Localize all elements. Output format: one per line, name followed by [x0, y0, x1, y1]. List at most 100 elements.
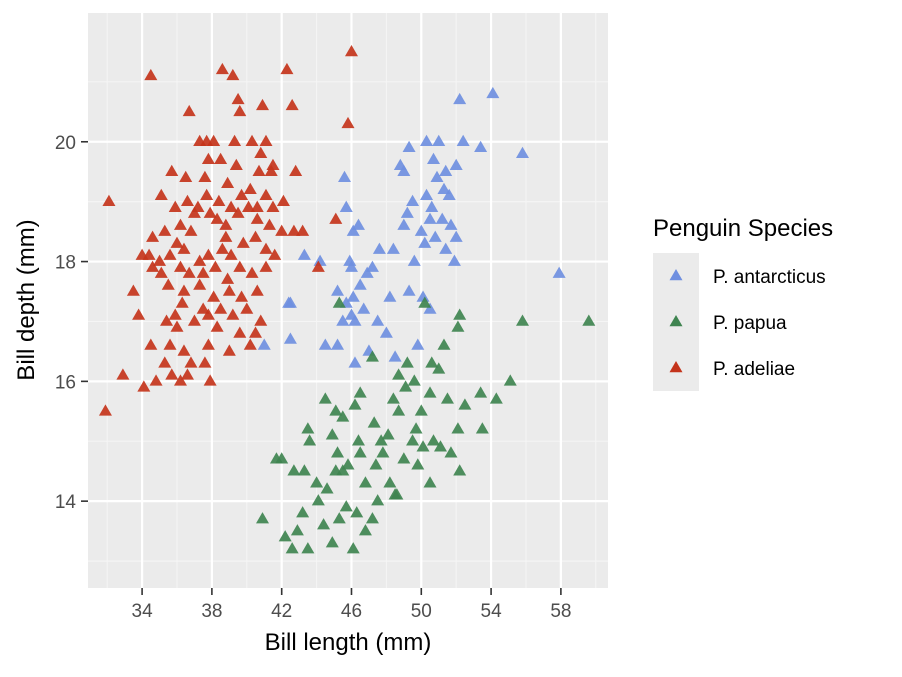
data-point [451, 320, 465, 332]
data-point [158, 224, 172, 236]
x-tick-label: 42 [271, 601, 292, 622]
data-point [285, 98, 299, 111]
data-point [203, 206, 217, 218]
data-point [336, 410, 350, 422]
data-point [341, 116, 355, 129]
data-point [200, 188, 214, 200]
data-point [444, 218, 458, 230]
data-point [449, 230, 463, 242]
data-point [358, 476, 372, 488]
data-point [444, 446, 458, 458]
data-point [184, 224, 198, 236]
data-point [388, 350, 402, 362]
data-point [242, 200, 256, 212]
data-point [153, 254, 167, 266]
data-point [266, 200, 280, 212]
x-axis-ticks: 34 38 42 46 50 54 58 [132, 588, 571, 622]
data-point [339, 500, 353, 512]
data-point [231, 92, 245, 105]
data-point [179, 170, 193, 182]
data-point [371, 314, 385, 326]
data-point [182, 104, 196, 117]
data-point [276, 194, 290, 206]
data-point [341, 458, 355, 470]
data-point [397, 164, 411, 177]
data-point [453, 308, 467, 320]
data-point [489, 392, 503, 404]
data-point [414, 224, 428, 236]
data-point [372, 242, 386, 254]
data-point [402, 140, 416, 153]
data-point [437, 338, 451, 350]
data-point [226, 308, 240, 320]
data-point [177, 344, 191, 356]
data-point [146, 260, 160, 272]
series-p-antarcticus [257, 86, 566, 368]
data-point [386, 242, 400, 254]
data-point [371, 494, 385, 506]
legend-key-triangle [669, 315, 683, 327]
data-point [339, 200, 353, 212]
data-point [486, 86, 500, 99]
data-point [374, 434, 388, 446]
data-point [425, 356, 439, 368]
data-point [425, 200, 439, 212]
data-point [144, 338, 158, 350]
data-point [207, 134, 221, 147]
data-point [346, 290, 360, 302]
data-point [414, 404, 428, 416]
data-point [409, 422, 423, 434]
data-point [269, 452, 283, 464]
data-point [259, 134, 273, 147]
data-point [453, 464, 467, 476]
data-point [437, 182, 451, 194]
data-point [154, 266, 168, 278]
data-point [351, 434, 365, 446]
data-point [369, 458, 383, 470]
data-point [301, 422, 315, 434]
data-point [515, 314, 529, 326]
data-point [297, 464, 311, 476]
data-point [182, 266, 196, 278]
data-point [287, 464, 301, 476]
data-point [187, 314, 201, 326]
data-point [249, 326, 263, 338]
data-point [423, 302, 437, 314]
data-point [126, 284, 140, 296]
data-point [254, 314, 268, 326]
data-point [210, 212, 224, 224]
data-point [430, 170, 444, 182]
data-point [289, 164, 303, 177]
data-point [201, 338, 215, 350]
data-point [221, 272, 235, 284]
data-point [165, 368, 179, 380]
data-point [161, 278, 175, 290]
data-point [325, 536, 339, 548]
series-p-papua [255, 296, 596, 554]
x-axis-title: Bill length (mm) [265, 629, 432, 656]
data-point [320, 482, 334, 494]
data-point [254, 146, 268, 159]
y-axis-ticks: 14 16 18 20 [55, 133, 88, 513]
data-point [257, 338, 271, 350]
legend-entries: P. antarcticus P. papua P. adeliae [669, 267, 826, 380]
data-points [98, 44, 596, 554]
data-point [262, 218, 276, 230]
x-tick-label: 46 [341, 601, 362, 622]
data-point [358, 524, 372, 536]
data-point [215, 242, 229, 254]
data-point [180, 368, 194, 380]
data-point [219, 230, 233, 242]
data-point [344, 44, 358, 57]
legend-label: P. papua [713, 313, 787, 334]
data-point [245, 266, 259, 278]
data-point [175, 296, 189, 308]
data-point [177, 284, 191, 296]
data-point [400, 206, 414, 218]
data-point [435, 212, 449, 224]
data-point [259, 260, 273, 272]
x-tick-label: 50 [411, 601, 432, 622]
data-point [170, 320, 184, 332]
data-point [348, 398, 362, 410]
